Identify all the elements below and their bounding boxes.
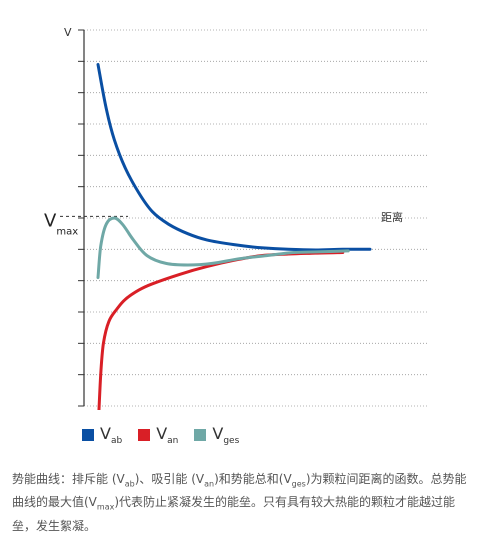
vmax-label: Vmax — [44, 210, 78, 237]
legend-label-vges-main: V — [212, 423, 224, 443]
legend-item-vges: Vges — [194, 424, 239, 446]
legend-label-vges-sub: ges — [223, 436, 240, 447]
series-line-van — [97, 251, 345, 410]
caption-sub3: ges — [291, 479, 306, 489]
vmax-label-sub: max — [56, 226, 78, 237]
caption-sub2: an — [204, 479, 215, 489]
legend-item-vab: Vab — [82, 424, 122, 446]
legend-swatch-vges — [194, 429, 207, 441]
y-axis-ticks — [78, 29, 84, 407]
legend-label-van-sub: an — [167, 436, 179, 447]
legend-item-van: Van — [138, 424, 178, 446]
legend-label-vab-main: V — [100, 423, 111, 443]
series-lines — [96, 63, 372, 410]
caption-sub1: ab — [124, 479, 135, 489]
caption-seg3: )和势能总和(V — [214, 472, 292, 486]
x-axis-label: 距离 — [381, 210, 403, 224]
legend-label-vab-sub: ab — [110, 436, 123, 447]
legend-swatch-vab — [82, 429, 94, 441]
caption-sub4: max — [96, 502, 115, 512]
potential-energy-chart: V Vmax 距离 — [44, 26, 428, 410]
y-axis-label: V — [64, 26, 72, 39]
figure-caption: 势能曲线：排斥能 (Vab)、吸引能 (Van)和势能总和(Vges)为颗粒间距… — [12, 470, 472, 536]
caption-seg5: )代表防止紧凝发生的能垒。只有具有较大热能的颗粒才能越过能垒，发生絮凝。 — [12, 495, 456, 533]
caption-seg4: )为颗粒间距离的函数。总势能曲线的最大值(V — [12, 472, 467, 510]
vmax-label-main: V — [44, 210, 57, 231]
series-line-vab — [96, 63, 372, 252]
legend-label-van: Van — [156, 424, 178, 446]
legend: Vab Van Vges — [82, 424, 239, 446]
caption-seg1: 势能曲线：排斥能 (V — [12, 472, 125, 486]
grid-lines — [84, 29, 428, 407]
caption-seg2: )、吸引能 (V — [134, 472, 205, 486]
legend-label-vab: Vab — [100, 424, 122, 446]
legend-swatch-van — [138, 429, 151, 441]
legend-label-van-main: V — [156, 423, 168, 443]
series-line-vges — [96, 216, 350, 279]
legend-label-vges: Vges — [212, 424, 239, 446]
